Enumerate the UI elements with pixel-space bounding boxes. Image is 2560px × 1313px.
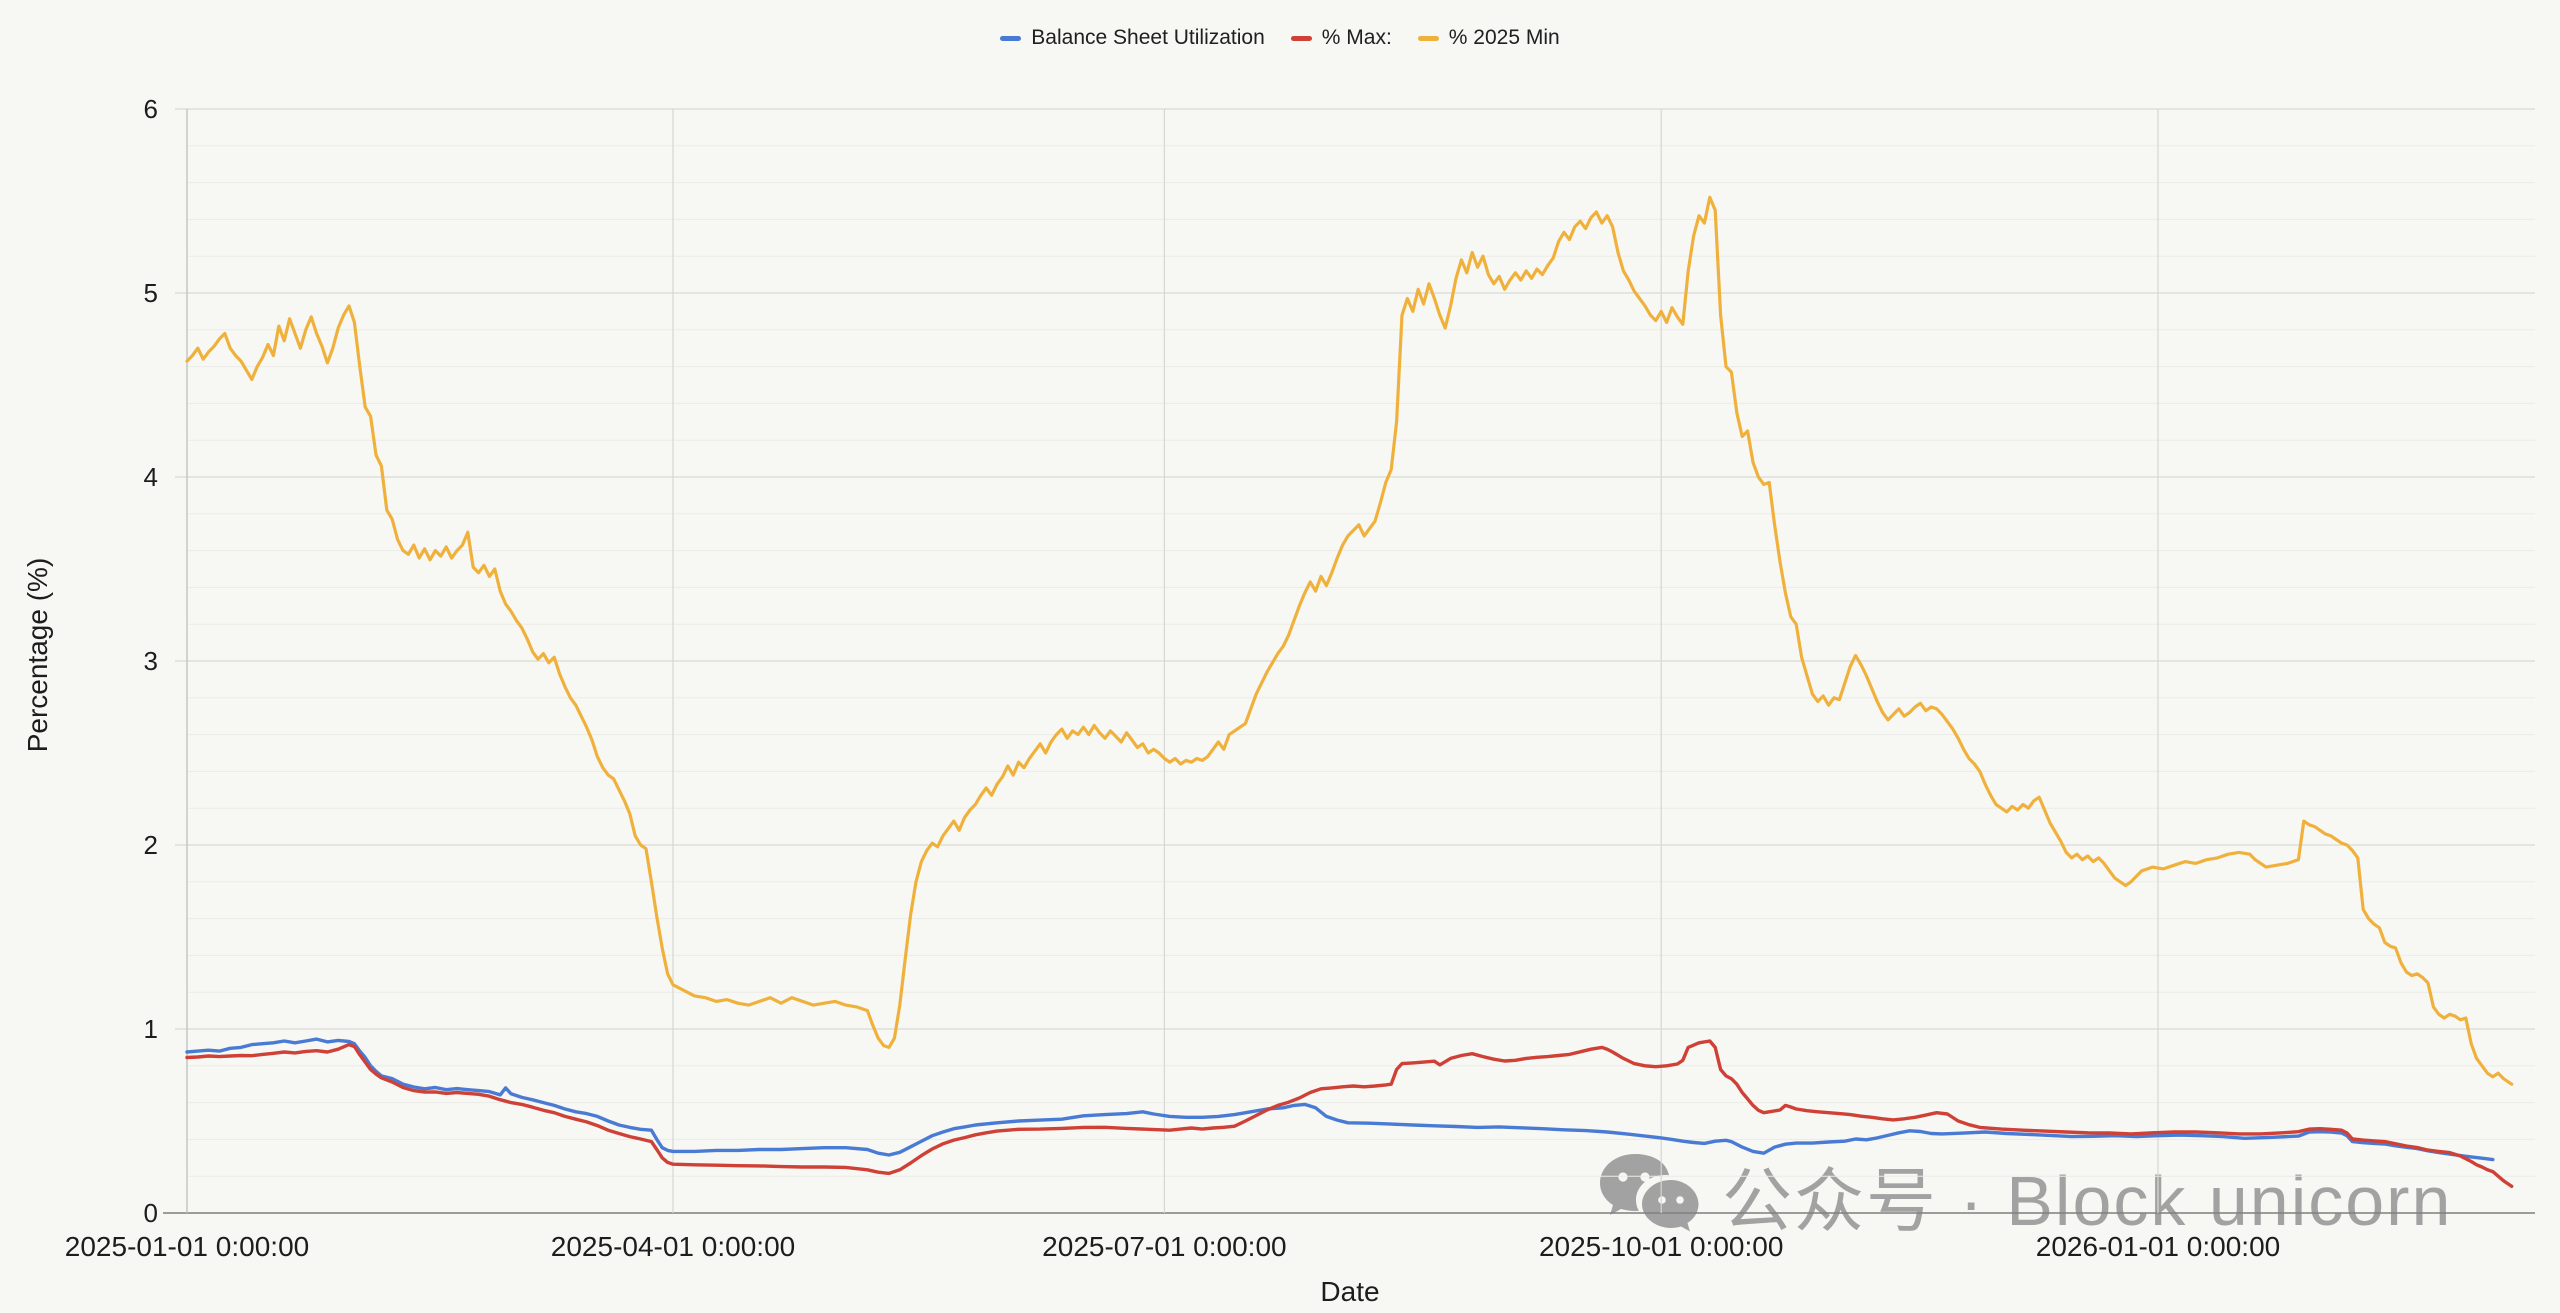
legend-item-2025-min[interactable]: % 2025 Min	[1417, 26, 1560, 50]
legend-label: % 2025 Min	[1448, 26, 1560, 49]
x-tick-label: 2025-10-01 0:00:00	[1539, 1231, 1783, 1262]
y-tick-label: 3	[144, 646, 158, 676]
y-tick-label: 6	[144, 94, 158, 124]
y-tick-label: 5	[144, 278, 158, 308]
x-tick-label: 2025-04-01 0:00:00	[551, 1231, 795, 1262]
legend-label: % Max:	[1321, 26, 1392, 49]
legend-item-balance-sheet-utilization[interactable]: Balance Sheet Utilization	[1000, 26, 1265, 50]
y-tick-label: 0	[144, 1198, 158, 1228]
legend: Balance Sheet Utilization % Max: % 2025 …	[0, 26, 2560, 50]
x-tick-label: 2025-01-01 0:00:00	[65, 1231, 309, 1262]
legend-item-max[interactable]: % Max:	[1290, 26, 1392, 50]
watermark: 公众号 · Block unicorn	[1598, 1150, 2452, 1251]
y-tick-label: 2	[144, 830, 158, 860]
legend-label: Balance Sheet Utilization	[1031, 26, 1265, 49]
watermark-text: 公众号 · Block unicorn	[1722, 1161, 2453, 1240]
series-line-balance-sheet-utilization	[185, 1037, 2495, 1162]
y-tick-label: 1	[144, 1014, 158, 1044]
x-tick-label: 2026-01-01 0:00:00	[2036, 1231, 2280, 1262]
legend-dash-blue-icon	[1000, 35, 1022, 41]
series-line--2025-min	[185, 195, 2514, 1086]
legend-dash-yellow-icon	[1417, 35, 1439, 41]
wechat-icon	[1598, 1150, 1702, 1251]
y-axis-title: Percentage (%)	[22, 557, 53, 753]
legend-dash-red-icon	[1290, 35, 1312, 41]
y-tick-label: 4	[144, 462, 158, 492]
x-tick-label: 2025-07-01 0:00:00	[1042, 1231, 1286, 1262]
series-line--max-	[185, 1039, 2514, 1189]
x-axis-title: Date	[1320, 1276, 1380, 1307]
